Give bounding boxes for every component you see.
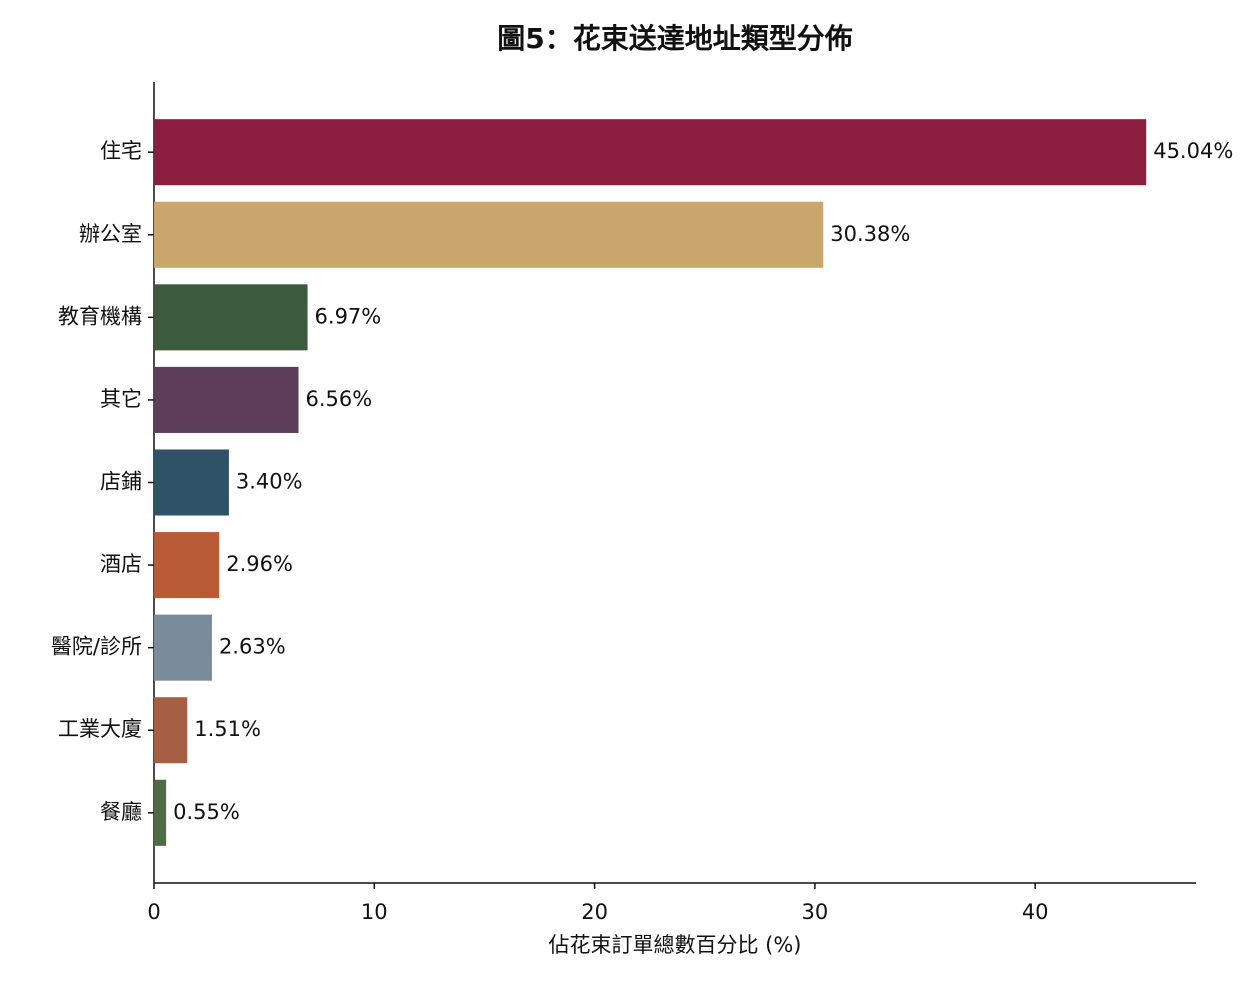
x-tick-label: 40 [1022,900,1049,924]
x-tick-label: 30 [802,900,829,924]
y-tick-label: 工業大廈 [58,717,142,741]
bar [154,532,220,599]
bar [154,449,229,516]
y-tick-label: 教育機構 [58,304,142,328]
value-label: 6.97% [315,304,382,328]
y-tick-label: 酒店 [100,552,142,576]
bar [154,779,167,846]
bar [154,119,1147,186]
bar [154,284,308,351]
bar [154,366,299,433]
value-label: 1.51% [194,717,261,741]
y-tick-label: 店鋪 [100,470,142,494]
value-label: 30.38% [830,222,910,246]
bar [154,697,188,764]
y-tick-label: 醫院/診所 [51,635,142,659]
y-tick-label: 其它 [100,387,142,411]
value-label: 0.55% [173,800,240,824]
x-tick-label: 10 [361,900,388,924]
y-tick-label: 辦公室 [79,222,142,246]
value-label: 45.04% [1153,139,1233,163]
value-label: 6.56% [306,387,373,411]
x-tick-label: 20 [581,900,608,924]
value-label: 3.40% [236,470,303,494]
x-tick-label: 0 [147,900,160,924]
value-label: 2.96% [226,552,293,576]
chart-title: 圖5：花束送達地址類型分佈 [497,22,852,55]
y-tick-label: 餐廳 [100,800,142,824]
bar [154,201,824,268]
value-label: 2.63% [219,635,286,659]
bar [154,614,212,681]
y-tick-label: 住宅 [100,139,142,163]
x-axis-label: 佔花束訂單總數百分比 (%) [548,933,801,957]
